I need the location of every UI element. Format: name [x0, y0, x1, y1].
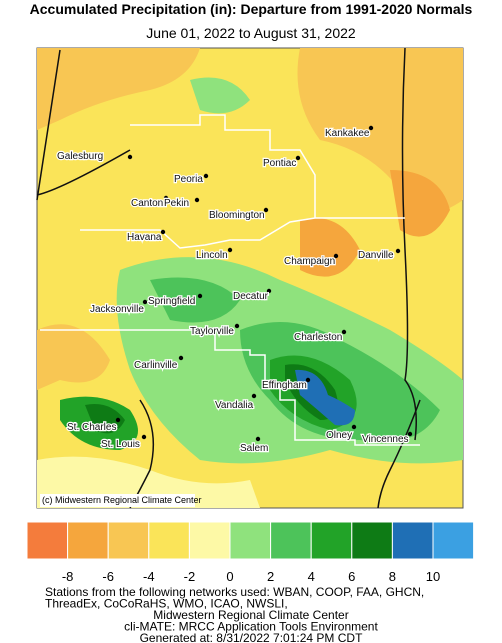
city-dot: [407, 431, 413, 437]
city-dot: [341, 329, 347, 335]
city-dot: [142, 299, 148, 305]
city-dot: [255, 436, 261, 442]
title: Accumulated Precipitation (in): Departur…: [30, 1, 473, 17]
legend-tick-label: -6: [102, 569, 114, 584]
city-dot: [266, 288, 272, 294]
footer-line: Stations from the following networks use…: [45, 585, 424, 599]
map: (c) Midwestern Regional Climate Center G…: [36, 47, 464, 509]
legend-tick-label: -8: [62, 569, 74, 584]
city-label: Jacksonville: [90, 304, 144, 315]
city-label: Danville: [358, 250, 394, 261]
city-dot: [395, 248, 401, 254]
city-label: Taylorville: [190, 326, 234, 337]
city-dot: [194, 197, 200, 203]
legend-tick-label: 6: [348, 569, 355, 584]
legend-tick-label: 10: [426, 569, 440, 584]
legend-swatch: [229, 521, 272, 560]
city-label: Pontiac: [263, 158, 296, 169]
city-label: Vandalia: [215, 400, 254, 411]
legend-tick-label: 4: [308, 569, 315, 584]
legend-swatch: [107, 521, 150, 560]
legend-swatch: [432, 521, 475, 560]
city-dot: [251, 393, 257, 399]
city-label: Salem: [240, 443, 268, 454]
city-dot: [263, 207, 269, 213]
city-label: Charleston: [294, 332, 342, 343]
dry-area: [390, 170, 450, 237]
city-dot: [160, 229, 166, 235]
city-dot: [305, 377, 311, 383]
city-dot: [141, 434, 147, 440]
city-label: Carlinville: [134, 360, 178, 371]
footer-line: ThreadEx, CoCoRaHS, WMO, ICAO, NWSLI,: [45, 597, 288, 611]
legend-tick-label: 0: [226, 569, 233, 584]
legend-swatch: [391, 521, 434, 560]
legend-swatch: [148, 521, 190, 560]
city-label: Peoria: [174, 174, 203, 185]
city-dot: [197, 293, 203, 299]
copyright-box: [40, 494, 195, 507]
dry-area: [37, 324, 110, 390]
city-dot: [368, 125, 374, 131]
dry-area: [297, 48, 463, 213]
cities: Galesburg Kankakee Peoria Pontiac Canton Peki…: [56, 125, 413, 455]
city-label: Effingham: [262, 380, 307, 391]
city-label: Vincennes: [362, 434, 409, 445]
legend-tick-label: -4: [143, 569, 155, 584]
city-label: Pekin: [164, 198, 189, 209]
city-dot: [203, 173, 209, 179]
city-label: Canton: [131, 198, 163, 209]
city-label: Olney: [326, 430, 352, 441]
state-border: [36, 47, 421, 509]
city-dot: [234, 323, 240, 329]
wet-area: [295, 369, 355, 426]
wet-area: [190, 77, 250, 114]
legend: -8 -6 -4 -2 0 2 4 6 8 10: [26, 521, 475, 584]
footer-line: Midwestern Regional Climate Center: [153, 608, 348, 622]
legend-swatch: [188, 521, 231, 560]
city-dot: [127, 154, 133, 160]
city-dot: [295, 155, 301, 161]
legend-swatch: [26, 521, 69, 560]
legend-swatch: [351, 521, 393, 560]
legend-swatch: [270, 521, 312, 560]
city-dot: [351, 424, 357, 430]
city-label: Kankakee: [325, 128, 370, 139]
city-label: St. Charles: [67, 422, 116, 433]
copyright: (c) Midwestern Regional Climate Center: [42, 495, 202, 505]
city-dot: [333, 253, 339, 259]
wet-area: [150, 277, 240, 323]
city-label: St. Louis: [101, 439, 140, 450]
city-label: Decatur: [233, 291, 269, 302]
legend-swatch: [310, 521, 353, 560]
dry-area: [300, 218, 360, 277]
legend-tick-label: 8: [389, 569, 396, 584]
city-label: Lincoln: [196, 250, 228, 261]
legend-swatch: [67, 521, 109, 560]
city-label: Havana: [127, 232, 162, 243]
legend-tick-label: 2: [267, 569, 274, 584]
subtitle: June 01, 2022 to August 31, 2022: [146, 25, 356, 41]
legend-tick-label: -2: [184, 569, 196, 584]
city-dot: [227, 247, 233, 253]
city-dot: [163, 195, 169, 201]
footer-line: Generated at: 8/31/2022 7:01:24 PM CDT: [140, 631, 363, 643]
city-label: Bloomington: [209, 210, 265, 221]
city-dot: [178, 355, 184, 361]
footer: Stations from the following networks use…: [45, 585, 424, 643]
city-label: Springfield: [148, 296, 195, 307]
footer-line: cli-MATE: MRCC Application Tools Environ…: [124, 620, 378, 634]
dry-area: [37, 48, 200, 130]
city-dot: [115, 417, 121, 423]
city-label: Galesburg: [57, 151, 103, 162]
wet-area: [85, 404, 125, 434]
city-label: Champaign: [284, 256, 335, 267]
